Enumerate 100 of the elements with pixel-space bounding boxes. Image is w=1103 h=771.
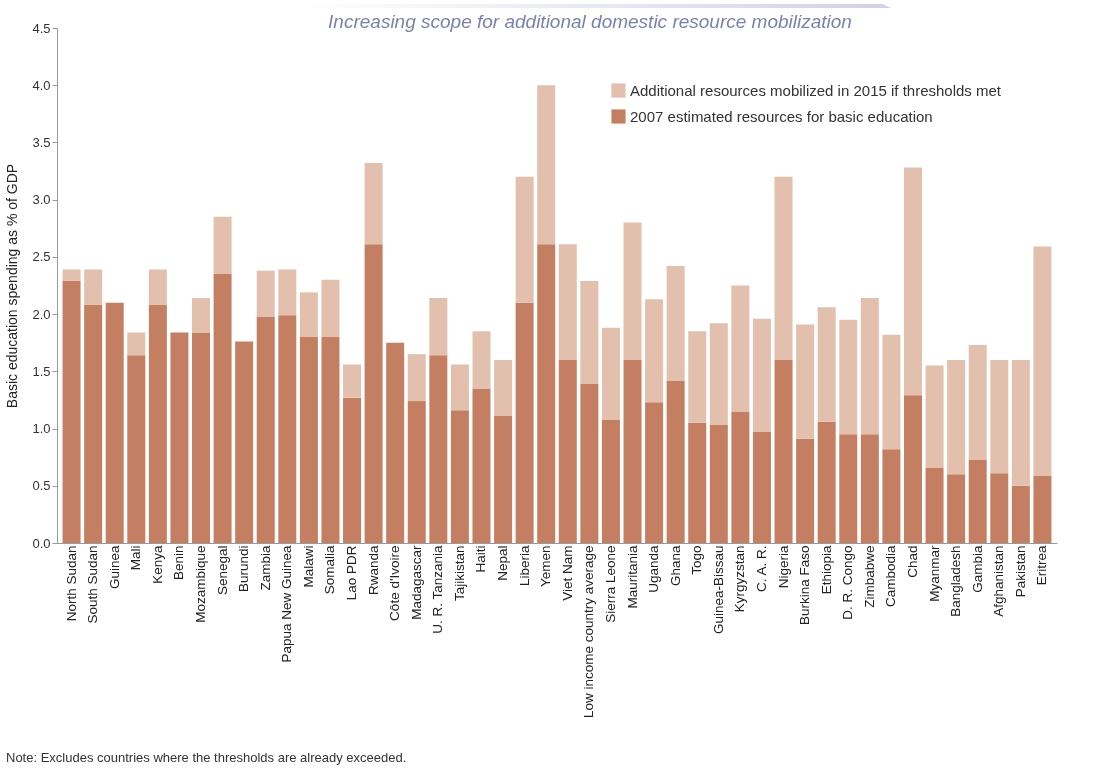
bar xyxy=(321,337,340,543)
bar xyxy=(192,332,211,543)
bar xyxy=(472,388,491,543)
x-tick-label: Mali xyxy=(128,545,144,571)
bar xyxy=(472,331,491,389)
bar xyxy=(407,401,426,543)
x-tick-label: Mozambique xyxy=(193,545,209,623)
bar xyxy=(752,318,771,432)
y-tick-label: 0.0 xyxy=(32,535,51,551)
bar xyxy=(925,365,944,468)
bar xyxy=(666,266,685,381)
bar xyxy=(429,298,448,356)
bar xyxy=(537,85,556,245)
annotation: Increasing scope for additional domestic resource mobilization xyxy=(327,11,853,33)
bar xyxy=(494,415,513,543)
x-tick-label: Chad xyxy=(904,545,920,578)
bar xyxy=(84,269,103,305)
bar xyxy=(127,355,146,543)
y-axis-title: Basic education spending as % of GDP xyxy=(4,163,21,409)
bar xyxy=(299,337,318,543)
bar xyxy=(688,331,707,423)
bar xyxy=(752,431,771,543)
x-tick-label: Ethiopia xyxy=(818,545,834,595)
bar xyxy=(903,167,922,396)
x-tick-label: Uganda xyxy=(646,545,662,593)
x-tick-label: Guinea-Bissau xyxy=(710,545,726,635)
x-tick-label: Afghanistan xyxy=(991,545,1007,617)
x-tick-label: Papua New Guinea xyxy=(279,545,295,663)
bar xyxy=(299,292,318,337)
legend-label: 2007 estimated resources for basic education xyxy=(630,107,933,125)
x-tick-label: Gambia xyxy=(969,545,985,593)
bar xyxy=(968,459,987,543)
bar xyxy=(1011,359,1030,486)
bar xyxy=(731,285,750,412)
bar xyxy=(774,176,793,360)
x-tick-label: Cambodia xyxy=(883,545,899,608)
y-tick-label: 2.5 xyxy=(32,249,51,265)
bar xyxy=(170,332,189,543)
bar xyxy=(601,327,620,420)
bar xyxy=(990,473,1009,543)
bar xyxy=(235,341,254,543)
bar xyxy=(84,304,103,543)
bar xyxy=(364,163,383,245)
bar xyxy=(429,355,448,543)
y-tick-label: 2.0 xyxy=(32,306,51,322)
bar xyxy=(601,419,620,543)
bar xyxy=(709,425,728,543)
x-tick-label: Eritrea xyxy=(1034,545,1050,586)
x-tick-label: Ghana xyxy=(667,545,683,587)
bar xyxy=(127,332,146,356)
x-tick-label: Tajikistan xyxy=(451,545,467,602)
x-tick-label: Zambia xyxy=(257,545,273,591)
bar xyxy=(515,302,534,543)
bar xyxy=(105,302,124,543)
bar xyxy=(558,244,577,360)
bar xyxy=(450,364,469,411)
x-tick-label: Haiti xyxy=(473,545,489,573)
bar xyxy=(860,434,879,543)
x-tick-label: U. R. Tanzania xyxy=(430,545,446,634)
bar xyxy=(666,380,685,543)
x-tick-label: Burundi xyxy=(236,545,252,593)
bar xyxy=(62,269,81,281)
x-tick-label: South Sudan xyxy=(85,545,101,624)
bar xyxy=(903,395,922,543)
bar xyxy=(731,411,750,543)
y-tick-label: 0.5 xyxy=(32,478,51,494)
bar xyxy=(1033,246,1052,476)
text: Note: Excludes countries where the thresholds are already exceeded. xyxy=(6,750,407,765)
bar xyxy=(148,269,167,305)
x-tick-label: Guinea xyxy=(106,545,122,590)
x-tick-label: Côte d'Ivoire xyxy=(387,545,403,621)
bar xyxy=(968,345,987,460)
bar xyxy=(839,434,858,543)
x-tick-label: Pakistan xyxy=(1012,545,1028,598)
x-tick-label: Zimbabwe xyxy=(861,545,877,608)
bar xyxy=(192,298,211,333)
bar xyxy=(343,364,362,398)
bar xyxy=(947,474,966,543)
bar xyxy=(62,280,81,543)
bar xyxy=(688,422,707,543)
bar xyxy=(796,438,815,543)
bar xyxy=(213,216,232,275)
legend-label: Additional resources mobilized in 2015 if thresholds met xyxy=(630,81,1002,99)
bar xyxy=(1011,485,1030,543)
bar xyxy=(407,354,426,402)
x-tick-label: Yemen xyxy=(538,545,554,588)
bar xyxy=(817,307,836,422)
bar xyxy=(537,244,556,543)
bar xyxy=(343,397,362,543)
bar xyxy=(278,269,297,316)
bar xyxy=(364,244,383,543)
x-tick-label: Senegal xyxy=(214,545,230,596)
x-tick-label: Lao PDR xyxy=(344,545,360,601)
bar xyxy=(386,342,405,543)
bar xyxy=(947,359,966,475)
y-tick-label: 4.5 xyxy=(32,20,51,36)
x-tick-label: Mauritania xyxy=(624,545,640,609)
x-tick-label: Burkina Faso xyxy=(797,545,813,626)
bar xyxy=(256,316,275,543)
bar xyxy=(256,270,275,317)
